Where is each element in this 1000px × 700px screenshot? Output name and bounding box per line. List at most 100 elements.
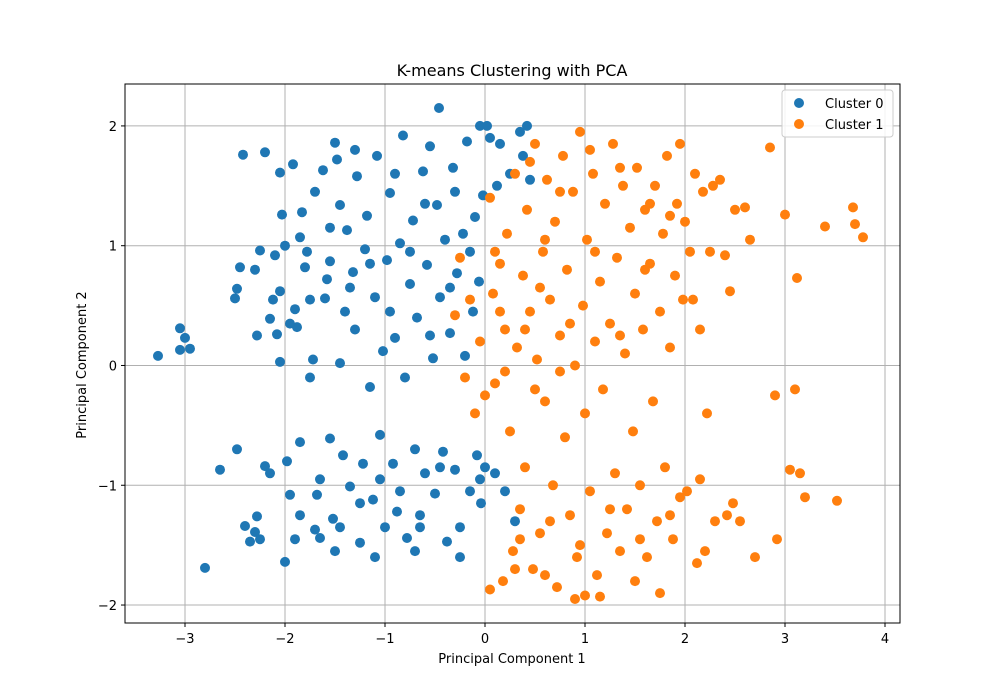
scatter-point-cluster-0 xyxy=(352,171,362,182)
scatter-point-cluster-0 xyxy=(432,200,442,210)
scatter-point-cluster-0 xyxy=(295,437,305,448)
scatter-point-cluster-1 xyxy=(530,384,540,395)
scatter-point-cluster-0 xyxy=(318,165,328,176)
scatter-point-cluster-0 xyxy=(482,120,492,131)
scatter-point-cluster-1 xyxy=(515,534,525,545)
scatter-point-cluster-0 xyxy=(375,429,385,440)
x-tick-label: 1 xyxy=(581,632,589,647)
scatter-point-cluster-1 xyxy=(725,286,735,297)
scatter-point-cluster-0 xyxy=(440,234,450,245)
scatter-point-cluster-0 xyxy=(322,274,332,285)
scatter-point-cluster-1 xyxy=(695,474,705,485)
scatter-point-cluster-1 xyxy=(690,168,700,179)
scatter-point-cluster-0 xyxy=(310,524,320,535)
scatter-point-cluster-0 xyxy=(315,533,325,543)
scatter-point-cluster-0 xyxy=(435,292,445,303)
scatter-point-cluster-0 xyxy=(252,511,262,522)
scatter-point-cluster-0 xyxy=(455,522,465,533)
scatter-point-cluster-0 xyxy=(275,356,285,367)
scatter-point-cluster-0 xyxy=(335,200,345,210)
scatter-point-cluster-1 xyxy=(792,273,802,283)
scatter-point-cluster-0 xyxy=(350,324,360,335)
scatter-point-cluster-0 xyxy=(315,474,325,485)
scatter-point-cluster-0 xyxy=(255,534,265,545)
scatter-point-cluster-1 xyxy=(520,462,530,473)
scatter-point-cluster-0 xyxy=(475,474,485,485)
scatter-point-cluster-0 xyxy=(290,534,300,545)
scatter-point-cluster-1 xyxy=(680,216,690,227)
scatter-point-cluster-1 xyxy=(520,324,530,335)
scatter-point-cluster-0 xyxy=(475,120,485,131)
scatter-point-cluster-1 xyxy=(508,546,518,557)
scatter-point-cluster-0 xyxy=(175,344,185,355)
scatter-point-cluster-1 xyxy=(620,348,630,359)
scatter-point-cluster-1 xyxy=(672,198,682,209)
scatter-point-cluster-1 xyxy=(605,318,615,329)
x-tick-label: 2 xyxy=(681,632,689,647)
scatter-point-cluster-1 xyxy=(708,180,718,191)
scatter-point-cluster-1 xyxy=(848,202,858,213)
scatter-point-cluster-0 xyxy=(358,458,368,469)
scatter-point-cluster-1 xyxy=(512,342,522,353)
scatter-point-cluster-1 xyxy=(692,558,702,569)
scatter-point-cluster-0 xyxy=(275,286,285,297)
y-axis-label: Principal Component 2 xyxy=(75,291,90,438)
y-tick-label: −1 xyxy=(98,479,117,494)
scatter-point-cluster-1 xyxy=(515,504,525,515)
scatter-point-cluster-1 xyxy=(608,138,618,149)
scatter-point-cluster-0 xyxy=(400,372,410,383)
scatter-point-cluster-0 xyxy=(388,458,398,469)
scatter-point-cluster-1 xyxy=(485,584,495,595)
scatter-point-cluster-0 xyxy=(308,354,318,365)
legend-box xyxy=(781,89,894,138)
scatter-point-cluster-1 xyxy=(555,366,565,377)
series-cluster-1 xyxy=(450,126,868,604)
scatter-point-cluster-0 xyxy=(410,546,420,557)
scatter-point-cluster-0 xyxy=(460,350,470,361)
scatter-point-cluster-1 xyxy=(642,552,652,563)
scatter-point-cluster-0 xyxy=(285,318,295,329)
scatter-point-cluster-1 xyxy=(598,384,608,395)
scatter-point-cluster-0 xyxy=(428,353,438,364)
scatter-point-cluster-1 xyxy=(552,582,562,593)
x-tick-label: −2 xyxy=(275,632,294,647)
scatter-point-cluster-1 xyxy=(525,306,535,317)
x-tick-label: 0 xyxy=(481,632,489,647)
scatter-point-cluster-0 xyxy=(398,130,408,141)
y-tick-label: 2 xyxy=(109,120,117,135)
scatter-point-cluster-1 xyxy=(858,232,868,243)
scatter-point-cluster-0 xyxy=(355,498,365,509)
scatter-point-cluster-1 xyxy=(650,180,660,191)
scatter-point-cluster-0 xyxy=(472,450,482,461)
scatter-point-cluster-1 xyxy=(490,246,500,257)
scatter-point-cluster-1 xyxy=(682,486,692,497)
scatter-point-cluster-0 xyxy=(325,433,335,444)
scatter-point-cluster-0 xyxy=(448,162,458,173)
scatter-point-cluster-0 xyxy=(372,150,382,161)
scatter-point-cluster-0 xyxy=(252,330,262,341)
scatter-point-cluster-1 xyxy=(582,234,592,245)
scatter-point-cluster-0 xyxy=(370,292,380,303)
scatter-point-cluster-1 xyxy=(635,534,645,545)
scatter-point-cluster-0 xyxy=(250,264,260,275)
scatter-point-cluster-1 xyxy=(722,510,732,521)
scatter-point-cluster-1 xyxy=(568,186,578,197)
scatter-point-cluster-0 xyxy=(368,494,378,505)
scatter-point-cluster-0 xyxy=(452,268,462,279)
scatter-point-cluster-0 xyxy=(438,446,448,457)
scatter-point-cluster-0 xyxy=(375,474,385,485)
scatter-point-cluster-1 xyxy=(705,246,715,257)
scatter-point-cluster-0 xyxy=(330,137,340,148)
scatter-point-cluster-1 xyxy=(745,234,755,245)
legend-marker-cluster-0 xyxy=(794,98,804,108)
scatter-point-cluster-0 xyxy=(510,516,520,527)
scatter-point-cluster-1 xyxy=(638,324,648,335)
scatter-point-cluster-0 xyxy=(480,462,490,473)
scatter-point-cluster-0 xyxy=(328,513,338,524)
scatter-point-cluster-0 xyxy=(470,212,480,222)
scatter-point-cluster-1 xyxy=(545,516,555,527)
scatter-point-cluster-1 xyxy=(685,246,695,257)
scatter-point-cluster-0 xyxy=(238,149,248,160)
scatter-point-cluster-1 xyxy=(695,324,705,335)
scatter-point-cluster-1 xyxy=(595,591,605,602)
